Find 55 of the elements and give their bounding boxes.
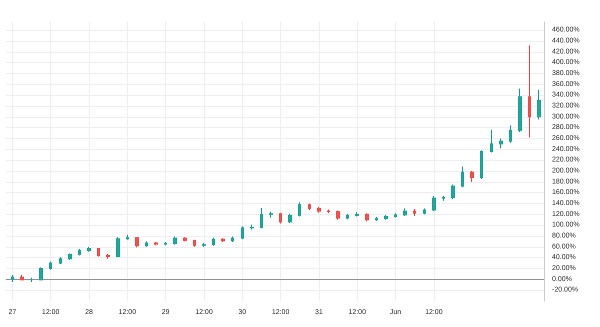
candlestick	[308, 202, 311, 210]
candlestick	[490, 129, 493, 154]
candlestick	[509, 124, 512, 144]
candlestick	[183, 236, 187, 242]
candlestick	[298, 202, 301, 217]
candlestick	[346, 213, 349, 220]
candlestick	[423, 208, 426, 215]
candlestick	[518, 88, 522, 132]
candlestick	[97, 247, 100, 258]
candlestick	[87, 246, 91, 252]
candlestick	[193, 239, 196, 248]
candlestick	[241, 226, 244, 240]
candlestick	[375, 216, 378, 222]
candlestick	[461, 166, 464, 188]
candlestick	[154, 241, 158, 246]
candlestick	[11, 274, 14, 283]
candlestick	[413, 208, 416, 216]
candlestick	[288, 213, 292, 224]
candlestick	[403, 208, 407, 216]
candlestick	[106, 253, 110, 260]
candlestick	[499, 138, 503, 149]
candlestick	[442, 195, 445, 202]
candlestick	[59, 256, 62, 265]
candlestick	[279, 212, 282, 224]
candlestick	[20, 274, 24, 281]
candlestick	[39, 266, 43, 281]
candlestick	[173, 236, 177, 246]
candlestick	[327, 208, 330, 214]
candlestick	[116, 236, 120, 258]
candlestick	[231, 236, 234, 242]
candlestick	[470, 170, 474, 182]
candlestick	[68, 252, 72, 260]
candlestick	[537, 89, 541, 120]
candlestick	[202, 242, 206, 248]
candlestick	[365, 212, 369, 222]
candlestick	[260, 207, 263, 229]
candlestick	[480, 150, 483, 180]
candlestick	[336, 210, 340, 220]
candlestick	[145, 240, 148, 248]
candlestick	[135, 236, 139, 248]
candlestick	[164, 241, 167, 246]
candlestick	[250, 224, 254, 230]
candlestick	[394, 212, 397, 218]
candlestick	[49, 260, 52, 270]
candlestick	[221, 238, 225, 242]
candlestick	[528, 44, 531, 138]
candlestick	[317, 206, 321, 214]
candlestick	[78, 248, 81, 256]
candlestick	[126, 234, 129, 240]
candlestick	[269, 211, 273, 218]
candlestick	[451, 184, 455, 200]
candlestick	[212, 237, 215, 246]
candlestick	[384, 214, 388, 220]
candlestick	[355, 212, 359, 217]
candlestick	[432, 195, 436, 212]
